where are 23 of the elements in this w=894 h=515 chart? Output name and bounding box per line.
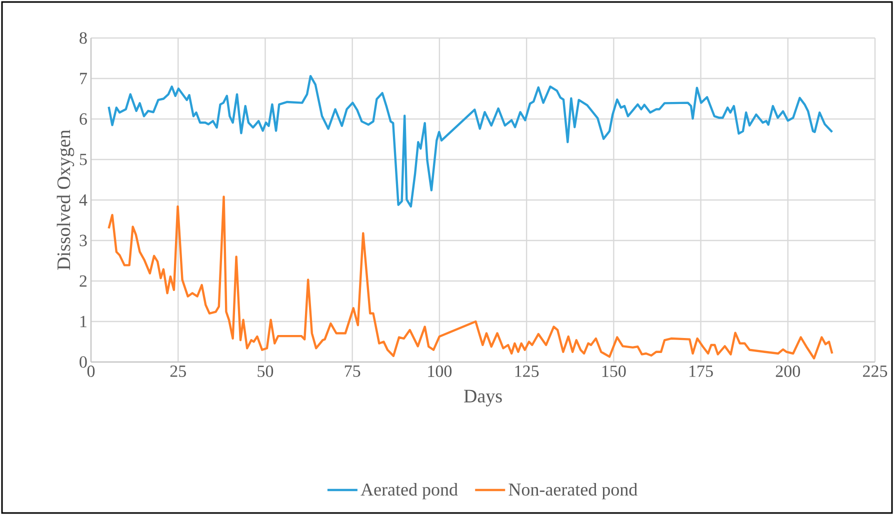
legend-label: Non-aerated pond: [508, 482, 638, 500]
line-series: [108, 74, 834, 208]
x-tick-label: 200: [776, 366, 800, 378]
y-tick-label: 6: [80, 113, 87, 125]
x-tick-label: 25: [170, 366, 186, 377]
x-tick-label: 125: [515, 366, 539, 377]
x-tick-label: 150: [602, 366, 626, 378]
y-tick-label: 8: [80, 32, 87, 44]
y-tick-label: 7: [80, 72, 87, 84]
y-tick-label: 0: [80, 356, 87, 368]
x-tick-label: 50: [258, 366, 274, 378]
y-tick-label: 3: [80, 234, 87, 246]
y-axis-title: Dissolved Oxygen: [56, 130, 74, 270]
x-tick-label: 100: [428, 366, 452, 378]
x-axis-title: Days: [464, 390, 502, 406]
y-tick-label: 5: [80, 154, 87, 166]
y-tick-label: 2: [80, 275, 87, 287]
y-tick-label: 1: [80, 316, 86, 328]
x-tick-label: 175: [690, 366, 713, 377]
y-tick-label: 4: [79, 194, 88, 206]
x-tick-label: 225: [863, 366, 888, 377]
x-tick-label: 75: [344, 366, 360, 377]
legend-label: Aerated pond: [360, 482, 458, 500]
